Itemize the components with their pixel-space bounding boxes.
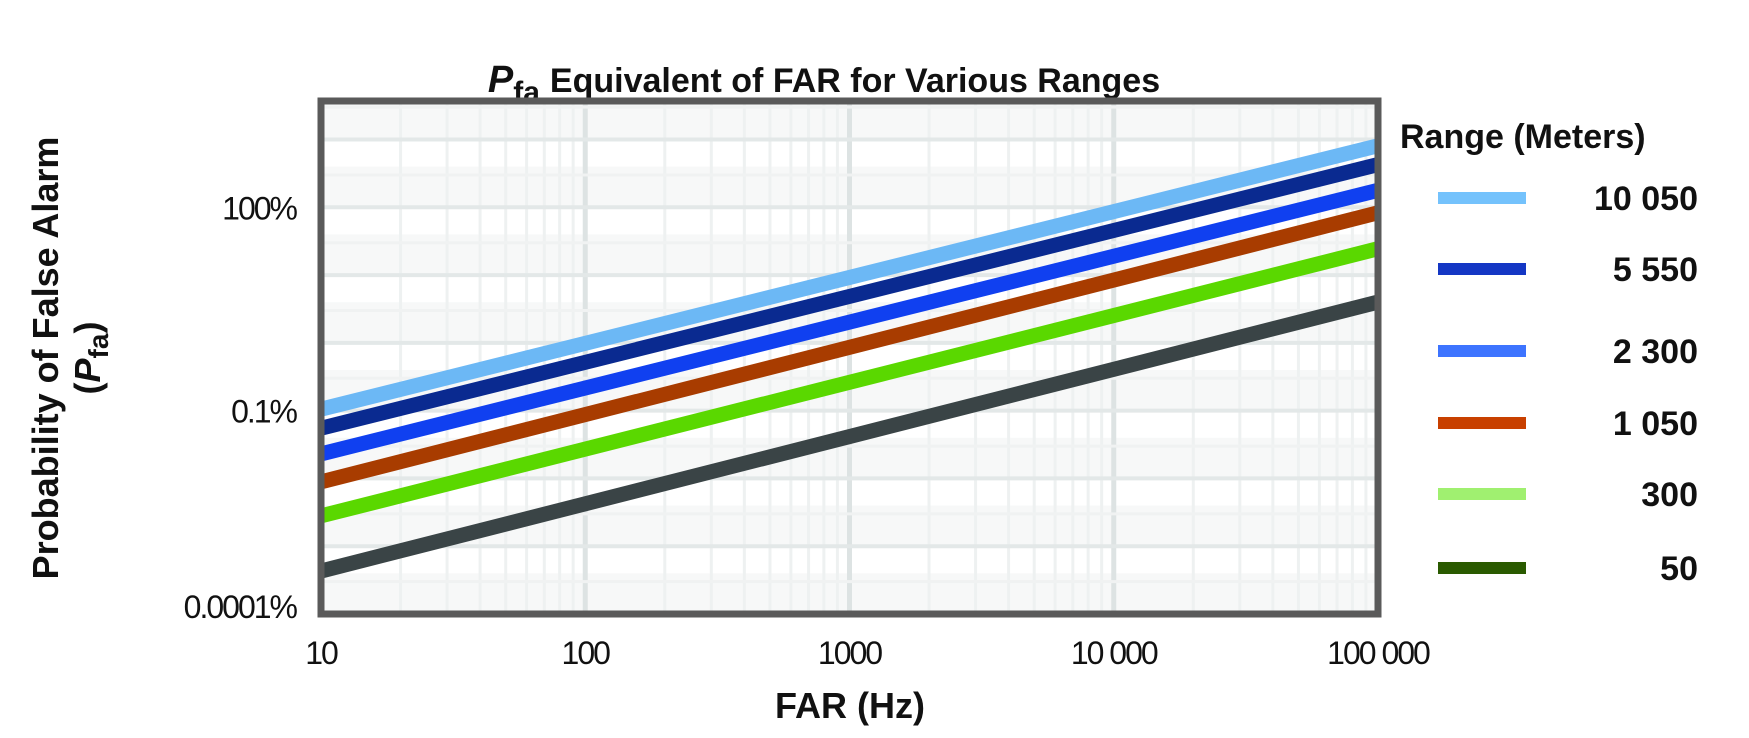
- chart-title: Pfa Equivalent of FAR for Various Ranges: [488, 59, 1160, 109]
- legend-label: 2 300: [1613, 333, 1698, 371]
- legend-label: 5 550: [1613, 251, 1698, 289]
- legend-item: 5 550: [1438, 251, 1698, 289]
- legend-swatch: [1438, 263, 1526, 275]
- series-line-300: [319, 241, 1380, 524]
- legend-label: 10 050: [1594, 180, 1698, 218]
- legend-label: 1 050: [1613, 405, 1698, 443]
- x-tick-labels: 10 100 1000 10 000 100 000: [305, 635, 1432, 671]
- legend-swatch: [1438, 345, 1526, 357]
- series-line-50: [319, 294, 1380, 579]
- legend-swatch: [1438, 417, 1526, 429]
- x-tick-label: 100 000: [1327, 635, 1430, 671]
- legend-item: 2 300: [1438, 333, 1698, 371]
- y-tick-labels: 100% 0.1% 0.0001%: [184, 190, 300, 625]
- y-axis-label: Probability of False Alarm (Pfa): [25, 137, 114, 580]
- legend-item: 50: [1438, 550, 1698, 588]
- y-axis-label-line1: Probability of False Alarm: [25, 137, 66, 580]
- y-axis-label-line2: (Pfa): [67, 322, 114, 395]
- legend-swatch: [1438, 488, 1526, 500]
- x-tick-label: 1000: [818, 635, 882, 671]
- y-tick-label: 100%: [222, 190, 297, 226]
- legend-label: 50: [1660, 550, 1698, 588]
- x-tick-label: 10 000: [1071, 635, 1158, 671]
- legend-title: Range (Meters): [1400, 118, 1646, 156]
- legend-item: 10 050: [1438, 180, 1698, 218]
- x-tick-label: 100: [562, 635, 611, 671]
- title-text: Equivalent of FAR for Various Ranges: [550, 62, 1160, 100]
- series-line-10050: [319, 138, 1380, 417]
- plot-frame: [317, 97, 1382, 618]
- legend-swatch: [1438, 562, 1526, 574]
- y-tick-label: 0.0001%: [184, 589, 298, 625]
- title-symbol: P: [488, 59, 514, 101]
- legend-item: 300: [1438, 476, 1698, 514]
- x-tick-label: 10: [305, 635, 338, 671]
- y-tick-label: 0.1%: [231, 394, 297, 430]
- series-line-5550: [319, 157, 1380, 436]
- legend-label: 300: [1641, 476, 1698, 514]
- x-axis-label: FAR (Hz): [775, 685, 925, 726]
- series-line-2300: [319, 183, 1380, 462]
- legend-swatch: [1438, 192, 1526, 204]
- series-lines: [319, 138, 1380, 579]
- legend-item: 1 050: [1438, 405, 1698, 443]
- series-line-1050: [319, 205, 1380, 490]
- legend: 10 050 5 550 2 300 1 050 300 50: [1438, 180, 1698, 588]
